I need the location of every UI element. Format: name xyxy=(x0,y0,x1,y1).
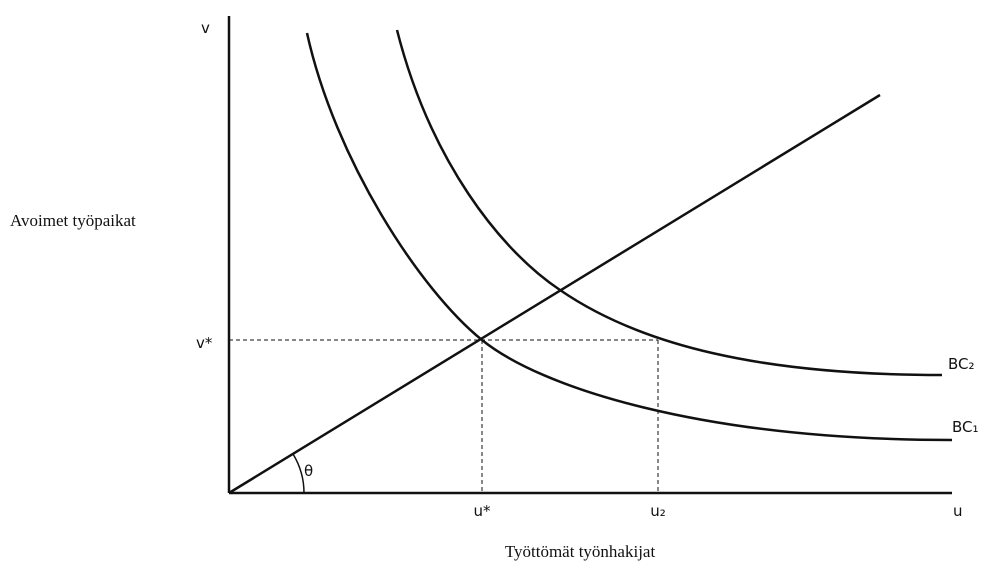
u2-label: u₂ xyxy=(650,502,666,520)
bc2-label: BC₂ xyxy=(948,355,975,373)
angle-label: θ xyxy=(304,462,313,480)
v-star-label: v* xyxy=(196,334,213,352)
bc1-label: BC₁ xyxy=(952,418,979,436)
u-star-label: u* xyxy=(473,502,491,520)
x-label: Työttömät työnhakijat xyxy=(505,542,656,561)
x-symbol: u xyxy=(953,502,963,520)
angle-arc xyxy=(292,453,305,494)
y-symbol: v xyxy=(201,19,210,37)
y-label: Avoimet työpaikat xyxy=(10,211,136,230)
bc2-curve xyxy=(395,29,943,377)
bc1-curve xyxy=(305,32,953,442)
theta-line xyxy=(228,93,881,495)
